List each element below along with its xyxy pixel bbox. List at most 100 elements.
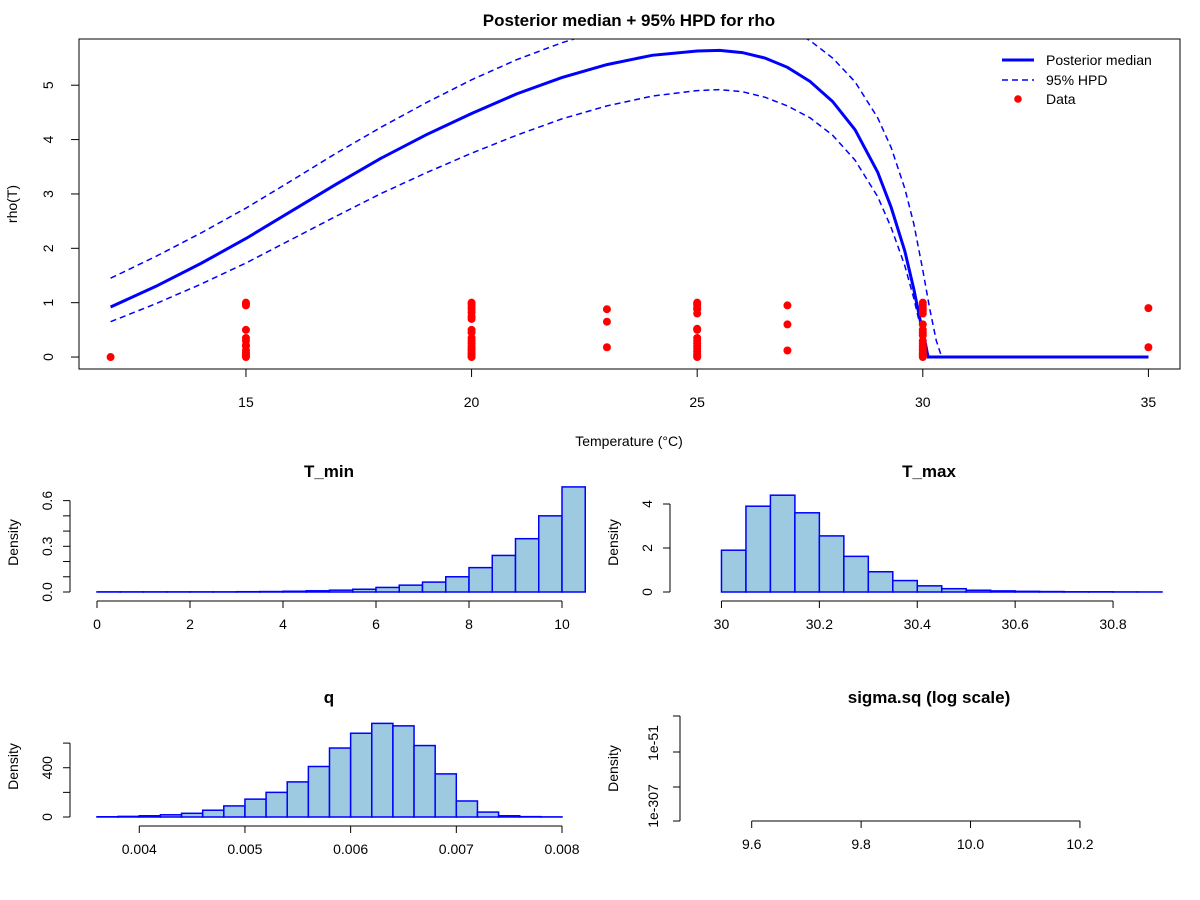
histogram-bar xyxy=(159,814,183,818)
data-point xyxy=(693,309,702,318)
main-series xyxy=(106,39,1153,362)
main-y-tick-label: 0 xyxy=(40,353,56,361)
histogram-title: T_min xyxy=(304,462,354,481)
histogram-bar xyxy=(745,505,772,593)
data-point xyxy=(241,325,250,334)
histogram-bar xyxy=(476,811,500,818)
data-point xyxy=(241,301,250,310)
main-chart-title: Posterior median + 95% HPD for rho xyxy=(483,11,775,30)
posterior-median-line xyxy=(109,48,1149,359)
histogram-x-tick-label: 0.007 xyxy=(439,841,474,857)
histogram-bar xyxy=(445,576,470,593)
histogram-bar xyxy=(398,584,424,593)
data-point xyxy=(602,343,611,352)
main-x-tick-label: 35 xyxy=(1141,394,1157,410)
histogram-x-tick-label: 6 xyxy=(372,616,380,632)
histogram-bar xyxy=(916,585,943,593)
histogram-bar xyxy=(307,765,331,818)
main-y-tick-label: 2 xyxy=(40,244,56,252)
histogram-bar xyxy=(371,722,394,818)
histogram-title: sigma.sq (log scale) xyxy=(848,688,1011,707)
histogram-bar xyxy=(286,781,310,818)
histogram-bar xyxy=(843,555,870,593)
main-y-axis: 0 1 2 3 4 5 xyxy=(40,81,79,361)
histogram-y-axis-label: Density xyxy=(605,519,621,566)
main-y-axis-label: rho(T) xyxy=(4,185,20,223)
data-point xyxy=(106,353,115,362)
histogram-bar xyxy=(769,494,796,593)
histogram-y-axis-label: Density xyxy=(5,519,21,566)
histogram-bar xyxy=(794,512,821,593)
histogram-title: T_max xyxy=(902,462,956,481)
main-x-tick-label: 25 xyxy=(689,394,705,410)
data-point xyxy=(467,314,476,323)
histogram-bar xyxy=(720,549,747,593)
data-point xyxy=(1144,343,1153,352)
data-point xyxy=(1144,304,1153,313)
histogram-y-tick-label: 1e-307 xyxy=(645,784,661,828)
main-y-tick-label: 5 xyxy=(40,81,56,89)
histogram-bar xyxy=(282,590,307,593)
histogram-bar xyxy=(392,725,415,818)
main-x-tick-label: 20 xyxy=(464,394,480,410)
data-point xyxy=(693,325,702,334)
histogram-x-tick-label: 30 xyxy=(714,616,730,632)
data-point xyxy=(783,301,792,310)
histogram-bar xyxy=(244,798,267,818)
histogram-y-tick-label: 1e-51 xyxy=(645,725,661,761)
hpd-line-1 xyxy=(110,88,1149,358)
histogram-bar xyxy=(201,809,225,818)
main-legend: Posterior median 95% HPD Data xyxy=(1002,52,1152,107)
histogram-x-tick-label: 2 xyxy=(186,616,194,632)
main-x-axis-label: Temperature (°C) xyxy=(575,433,683,449)
histogram-bar xyxy=(180,812,204,818)
histogram-bar xyxy=(328,589,354,593)
histogram-x-tick-label: 30.6 xyxy=(1002,616,1029,632)
hpd-line-2 xyxy=(110,39,1149,358)
data-point xyxy=(918,309,927,318)
histogram-y-tick-label: 2 xyxy=(639,544,655,552)
histogram-bar xyxy=(455,800,479,818)
histogram-x-tick-label: 0 xyxy=(93,616,101,632)
main-y-tick-label: 1 xyxy=(40,299,56,307)
histogram-bar xyxy=(940,587,967,593)
main-y-tick-label: 4 xyxy=(40,135,56,143)
histogram-bar xyxy=(352,588,377,593)
histogram-y-axis-label: Density xyxy=(5,743,21,790)
histogram-x-tick-label: 30.8 xyxy=(1099,616,1126,632)
histogram-bar xyxy=(223,805,246,818)
main-plot-frame xyxy=(78,38,1181,370)
histogram-x-tick-label: 10 xyxy=(554,616,570,632)
histogram-bar xyxy=(1014,590,1041,593)
histogram-bar xyxy=(328,747,352,818)
histogram-bar xyxy=(468,566,493,593)
data-point xyxy=(783,320,792,329)
histogram-x-tick-label: 10.2 xyxy=(1066,836,1093,852)
histogram-bar xyxy=(538,515,563,593)
legend-label-hpd: 95% HPD xyxy=(1046,72,1107,88)
histogram-y-tick-label: 0.0 xyxy=(39,582,55,602)
main-x-tick-label: 30 xyxy=(915,394,931,410)
data-point xyxy=(602,317,611,326)
histogram-y-axis-label: Density xyxy=(605,745,621,792)
histogram-x-tick-label: 0.004 xyxy=(122,841,157,857)
legend-swatch-data xyxy=(1014,95,1022,103)
histogram-q: q Density 0.004 0.005 0.006 0.007 0.008 0 400 xyxy=(5,688,580,857)
histogram-bar xyxy=(965,589,992,593)
histogram-x-tick-label: 30.2 xyxy=(806,616,833,632)
histogram-bar xyxy=(138,815,162,818)
data-point xyxy=(918,353,927,362)
histogram-t-min: T_min Density 0 2 4 6 8 10 0.0 0.3 0.6 xyxy=(5,462,586,632)
data-point xyxy=(467,353,476,362)
histogram-y-tick-label: 0.3 xyxy=(39,536,55,556)
histogram-bar xyxy=(497,815,521,818)
histogram-x-tick-label: 30.4 xyxy=(904,616,931,632)
histogram-x-tick-label: 0.005 xyxy=(227,841,262,857)
histogram-bar xyxy=(349,732,373,818)
histogram-sigma-sq: sigma.sq (log scale) Density 9.6 9.8 10.0 10.… xyxy=(605,688,1094,852)
histogram-bar xyxy=(305,590,331,593)
histogram-bar xyxy=(514,537,540,593)
histogram-y-tick-label: 400 xyxy=(39,756,55,780)
histogram-bar xyxy=(561,486,586,593)
